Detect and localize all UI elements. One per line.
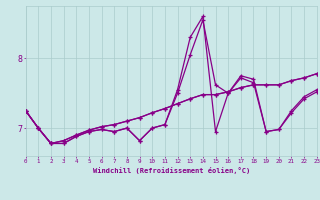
X-axis label: Windchill (Refroidissement éolien,°C): Windchill (Refroidissement éolien,°C) (92, 167, 250, 174)
